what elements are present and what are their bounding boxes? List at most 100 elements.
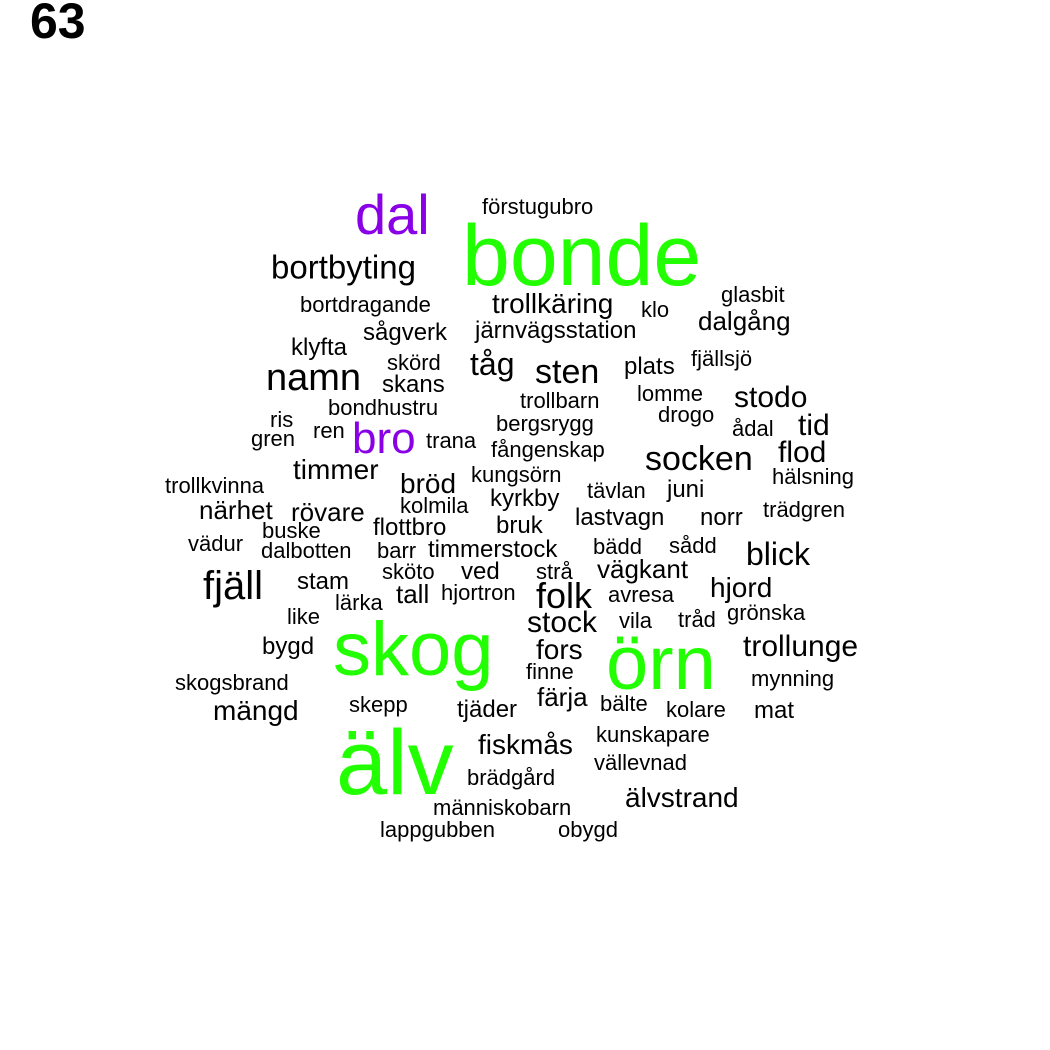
word-kyrkby: kyrkby bbox=[490, 485, 560, 512]
word-namn: namn bbox=[266, 357, 362, 399]
word-ren: ren bbox=[313, 418, 345, 443]
word-kunskapare: kunskapare bbox=[596, 722, 710, 747]
word-like: like bbox=[287, 604, 321, 629]
word-trad: tråd bbox=[678, 607, 716, 632]
word-trana: trana bbox=[426, 428, 477, 453]
word-hjord: hjord bbox=[710, 572, 773, 603]
word-tavlan: tävlan bbox=[587, 478, 646, 503]
word-alvstrand: älvstrand bbox=[625, 782, 739, 813]
word-blick: blick bbox=[746, 536, 811, 572]
word-vadur: vädur bbox=[188, 531, 244, 556]
word-tradgren: trädgren bbox=[763, 497, 845, 522]
page-number: 63 bbox=[30, 0, 86, 49]
word-manniskobarn: människobarn bbox=[433, 795, 572, 820]
word-alv: älv bbox=[336, 712, 454, 814]
word-socken: socken bbox=[645, 440, 753, 478]
word-sadd: sådd bbox=[669, 533, 717, 558]
word-vila: vila bbox=[619, 608, 653, 633]
word-kungsorn: kungsörn bbox=[471, 462, 562, 487]
word-gren: gren bbox=[251, 426, 296, 451]
word-vallevnad: vällevnad bbox=[594, 750, 687, 775]
word-mynning: mynning bbox=[751, 666, 835, 691]
word-sten: sten bbox=[535, 353, 600, 391]
word-tid: tid bbox=[798, 409, 830, 442]
word-folk: folk bbox=[536, 575, 593, 616]
word-tjader: tjäder bbox=[457, 696, 518, 723]
word-dal: dal bbox=[355, 183, 430, 246]
word-plats: plats bbox=[624, 353, 675, 380]
word-flottbro: flottbro bbox=[373, 514, 447, 541]
word-lomme: lomme bbox=[637, 381, 704, 406]
word-trollbarn: trollbarn bbox=[520, 388, 600, 413]
word-ved: ved bbox=[461, 558, 500, 585]
word-trollkaring: trollkäring bbox=[492, 288, 614, 319]
word-stodo: stodo bbox=[734, 381, 808, 414]
word-skans: skans bbox=[382, 371, 445, 398]
word-adal: ådal bbox=[732, 416, 774, 441]
word-tall: tall bbox=[396, 579, 430, 609]
word-fiskmas: fiskmås bbox=[478, 729, 573, 760]
word-bortdragande: bortdragande bbox=[300, 292, 431, 317]
word-skord: skörd bbox=[387, 350, 441, 375]
word-kolmila: kolmila bbox=[400, 493, 469, 518]
word-fors: fors bbox=[536, 634, 583, 665]
word-dalgang: dalgång bbox=[698, 306, 791, 336]
word-narhet: närhet bbox=[199, 495, 273, 525]
word-fjallsjo: fjällsjö bbox=[691, 346, 753, 371]
word-bonde: bonde bbox=[462, 208, 702, 304]
word-brod: bröd bbox=[400, 468, 457, 499]
word-ris: ris bbox=[270, 407, 294, 432]
word-mat: mat bbox=[754, 697, 795, 724]
word-buske: buske bbox=[262, 518, 321, 543]
word-bradgard: brädgård bbox=[467, 765, 556, 790]
word-lappgubben: lappgubben bbox=[380, 817, 496, 842]
word-farja: färja bbox=[537, 682, 588, 712]
word-juni: juni bbox=[667, 476, 705, 503]
word-skogsbrand: skogsbrand bbox=[175, 670, 289, 695]
word-glasbit: glasbit bbox=[721, 282, 785, 307]
word-larka: lärka bbox=[335, 590, 383, 615]
word-halsning: hälsning bbox=[772, 464, 854, 489]
word-mangd: mängd bbox=[213, 695, 299, 726]
word-klyfta: klyfta bbox=[291, 334, 348, 361]
word-badd: bädd bbox=[593, 534, 642, 559]
word-barr: barr bbox=[377, 538, 417, 563]
word-skoto: sköto bbox=[382, 559, 435, 584]
word-dalbotten: dalbotten bbox=[261, 538, 352, 563]
word-timmerstock: timmerstock bbox=[428, 536, 558, 563]
word-sagverk: sågverk bbox=[363, 319, 448, 346]
word-bortbyting: bortbyting bbox=[271, 248, 416, 286]
word-lastvagn: lastvagn bbox=[575, 504, 665, 531]
word-trollkvinna: trollkvinna bbox=[165, 473, 265, 498]
word-jarnvagsstation: järnvägsstation bbox=[475, 317, 637, 344]
word-forstugubro: förstugubro bbox=[482, 194, 594, 219]
word-stock: stock bbox=[527, 606, 598, 639]
word-drogo: drogo bbox=[658, 402, 715, 427]
word-timmer: timmer bbox=[293, 454, 379, 485]
word-bergsrygg: bergsrygg bbox=[496, 411, 594, 436]
word-orn: örn bbox=[606, 621, 716, 706]
word-fjall: fjäll bbox=[203, 564, 264, 608]
word-gronska: grönska bbox=[727, 600, 806, 625]
word-bruk: bruk bbox=[496, 512, 543, 539]
word-balte: bälte bbox=[600, 691, 648, 716]
word-norr: norr bbox=[700, 504, 743, 531]
word-bro: bro bbox=[352, 414, 416, 463]
word-stra: strå bbox=[536, 559, 573, 584]
word-rovare: rövare bbox=[291, 497, 365, 527]
word-bygd: bygd bbox=[262, 633, 315, 660]
word-skepp: skepp bbox=[349, 692, 408, 717]
word-skog: skog bbox=[333, 607, 494, 692]
word-hjortron: hjortron bbox=[441, 580, 516, 605]
word-kolare: kolare bbox=[666, 697, 726, 722]
word-vagkant: vägkant bbox=[597, 554, 689, 584]
word-avresa: avresa bbox=[608, 582, 675, 607]
word-flod: flod bbox=[778, 436, 827, 469]
word-fangenskap: fångenskap bbox=[491, 437, 605, 462]
word-obygd: obygd bbox=[558, 817, 618, 842]
word-tag: tåg bbox=[470, 346, 515, 382]
word-bondhustru: bondhustru bbox=[328, 395, 439, 420]
word-stam: stam bbox=[297, 568, 350, 595]
word-finne: finne bbox=[526, 659, 574, 684]
